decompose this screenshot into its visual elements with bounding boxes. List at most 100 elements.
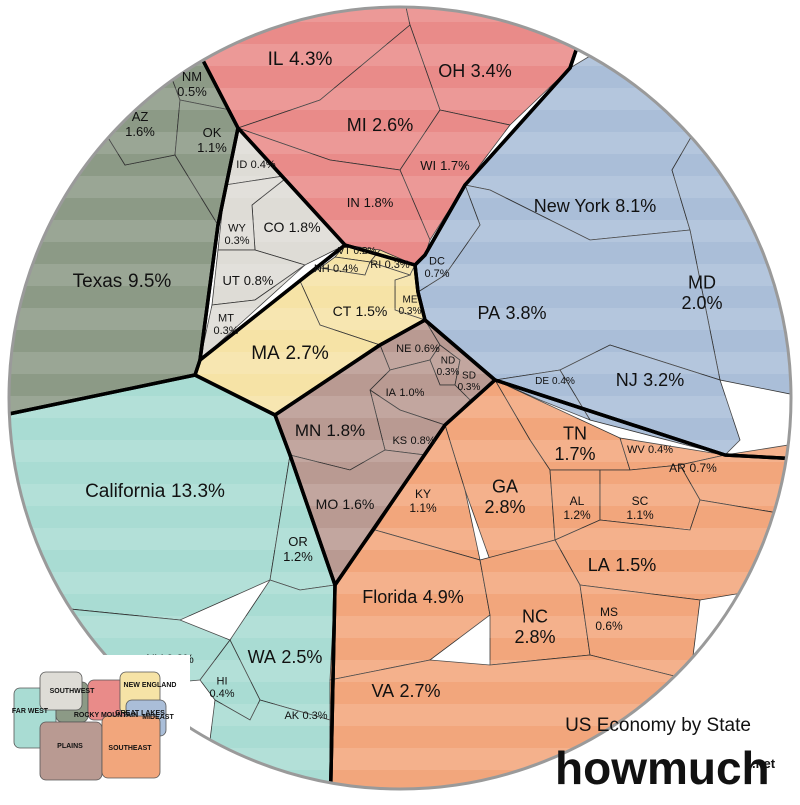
state-name: IN bbox=[347, 195, 360, 210]
state-label: TN 1.7% bbox=[554, 423, 595, 464]
state-value-label: 0.3% bbox=[458, 382, 481, 393]
state-label: GA 2.8% bbox=[484, 476, 525, 517]
state-name: DE bbox=[535, 376, 549, 387]
state-value-label: 2.6% bbox=[372, 115, 413, 135]
state-name: NH bbox=[314, 263, 330, 275]
state-name: WY bbox=[228, 222, 246, 234]
inset-region-label: GREAT LAKES bbox=[115, 710, 165, 717]
state-name: GA bbox=[492, 476, 518, 496]
state-label: AZ 1.6% bbox=[125, 109, 155, 139]
state-value-label: 1.7% bbox=[440, 158, 470, 173]
state-value-label: 0.3% bbox=[302, 710, 327, 722]
state-label: KY 1.1% bbox=[409, 487, 437, 515]
state-value-label: 3.2% bbox=[643, 370, 684, 390]
state-name: NM bbox=[182, 69, 202, 84]
state-label: Florida 4.9% bbox=[362, 587, 463, 607]
state-label: IN 1.8% bbox=[347, 195, 394, 210]
state-label: OK 1.1% bbox=[197, 125, 227, 155]
region-border bbox=[413, 7, 791, 462]
state-value-label: 1.2% bbox=[283, 549, 313, 564]
state-label: ND 0.3% bbox=[437, 355, 460, 378]
state-label: RI 0.3% bbox=[370, 259, 410, 271]
state-label: AR 0.7% bbox=[669, 461, 717, 475]
state-name: AZ bbox=[132, 109, 149, 124]
state-value-label: 1.8% bbox=[326, 421, 365, 440]
state-label: IA 1.0% bbox=[386, 387, 425, 399]
state-value-label: 2.7% bbox=[400, 681, 441, 701]
state-value-label: 0.8% bbox=[410, 435, 435, 447]
state-name: MN bbox=[295, 421, 321, 440]
state-label: VT 0.2% bbox=[338, 246, 377, 257]
state-label: SD 0.3% bbox=[458, 370, 481, 393]
state-label: OH 3.4% bbox=[438, 61, 511, 81]
brand-suffix: .net bbox=[752, 756, 776, 771]
state-name: OK bbox=[203, 125, 222, 140]
state-label: NJ 3.2% bbox=[616, 370, 684, 390]
state-label: AK 0.3% bbox=[284, 710, 327, 722]
state-name: SC bbox=[632, 494, 649, 508]
state-name: New York bbox=[534, 196, 611, 216]
state-value-label: 0.4% bbox=[209, 688, 234, 700]
state-value-label: 1.1% bbox=[409, 501, 437, 515]
state-value-label: 1.1% bbox=[197, 140, 227, 155]
state-value-label: 2.8% bbox=[514, 627, 555, 647]
state-name: VT bbox=[338, 246, 351, 257]
state-value-label: 0.4% bbox=[648, 444, 673, 456]
inset-region bbox=[39, 671, 83, 711]
state-name: VA bbox=[371, 681, 394, 701]
state-value-label: 0.4% bbox=[552, 376, 575, 387]
inset-region-label: SOUTHEAST bbox=[108, 745, 152, 752]
state-label: SC 1.1% bbox=[626, 494, 654, 522]
chart-title: US Economy by State bbox=[565, 715, 751, 736]
state-name: AL bbox=[570, 494, 585, 508]
state-label: DE 0.4% bbox=[535, 376, 575, 387]
state-value-label: 4.9% bbox=[423, 587, 464, 607]
state-label: AL 1.2% bbox=[563, 494, 591, 522]
state-label: NM 0.5% bbox=[177, 69, 207, 99]
state-label: MS 0.6% bbox=[595, 605, 623, 633]
brand: howmuch bbox=[555, 742, 770, 794]
state-name: WV bbox=[627, 444, 645, 456]
state-name: NJ bbox=[616, 370, 638, 390]
state-label: CO 1.8% bbox=[263, 219, 320, 235]
state-value-label: 0.2% bbox=[353, 246, 376, 257]
state-label: Texas 9.5% bbox=[73, 271, 172, 292]
state-label: LA 1.5% bbox=[588, 555, 656, 575]
state-value-label: 9.5% bbox=[128, 271, 171, 292]
state-value-label: 0.3% bbox=[213, 325, 238, 337]
state-label: UT 0.8% bbox=[223, 273, 274, 288]
state-label: MO 1.6% bbox=[316, 496, 375, 512]
state-name: OH bbox=[438, 61, 465, 81]
inset-region-label: FAR WEST bbox=[12, 708, 49, 715]
state-value-label: 3.8% bbox=[506, 303, 547, 323]
inset-region-label: ROCKY MOUNTAIN bbox=[74, 712, 138, 719]
state-label: DC 0.7% bbox=[424, 255, 449, 280]
state-name: NE bbox=[396, 343, 411, 355]
state-label: California 13.3% bbox=[85, 481, 225, 502]
state-value-label: 1.2% bbox=[563, 508, 591, 522]
state-value-label: 1.6% bbox=[125, 124, 155, 139]
state-value-label: 4.3% bbox=[289, 49, 332, 70]
state-value-label: 1.8% bbox=[289, 219, 321, 235]
state-name: AK bbox=[284, 710, 299, 722]
state-name: Texas bbox=[73, 271, 123, 292]
state-name: OR bbox=[288, 534, 308, 549]
state-name: DC bbox=[429, 255, 445, 267]
inset-region bbox=[101, 715, 161, 779]
state-name: MI bbox=[347, 115, 367, 135]
state-name: Florida bbox=[362, 587, 418, 607]
state-value-label: 1.5% bbox=[355, 303, 387, 319]
inset-region-label: PLAINS bbox=[57, 743, 83, 750]
state-name: IL bbox=[268, 49, 284, 70]
state-name: ND bbox=[441, 355, 455, 366]
state-value-label: 3.4% bbox=[471, 61, 512, 81]
state-name: WI bbox=[420, 158, 436, 173]
region-border bbox=[328, 378, 791, 789]
state-value-label: 1.0% bbox=[399, 387, 424, 399]
state-value-label: 0.3% bbox=[224, 235, 249, 247]
state-name: MT bbox=[218, 312, 234, 324]
state-value-label: 2.0% bbox=[681, 293, 722, 313]
state-name: IA bbox=[386, 387, 397, 399]
state-name: California bbox=[85, 481, 166, 502]
state-value-label: 0.6% bbox=[595, 619, 623, 633]
